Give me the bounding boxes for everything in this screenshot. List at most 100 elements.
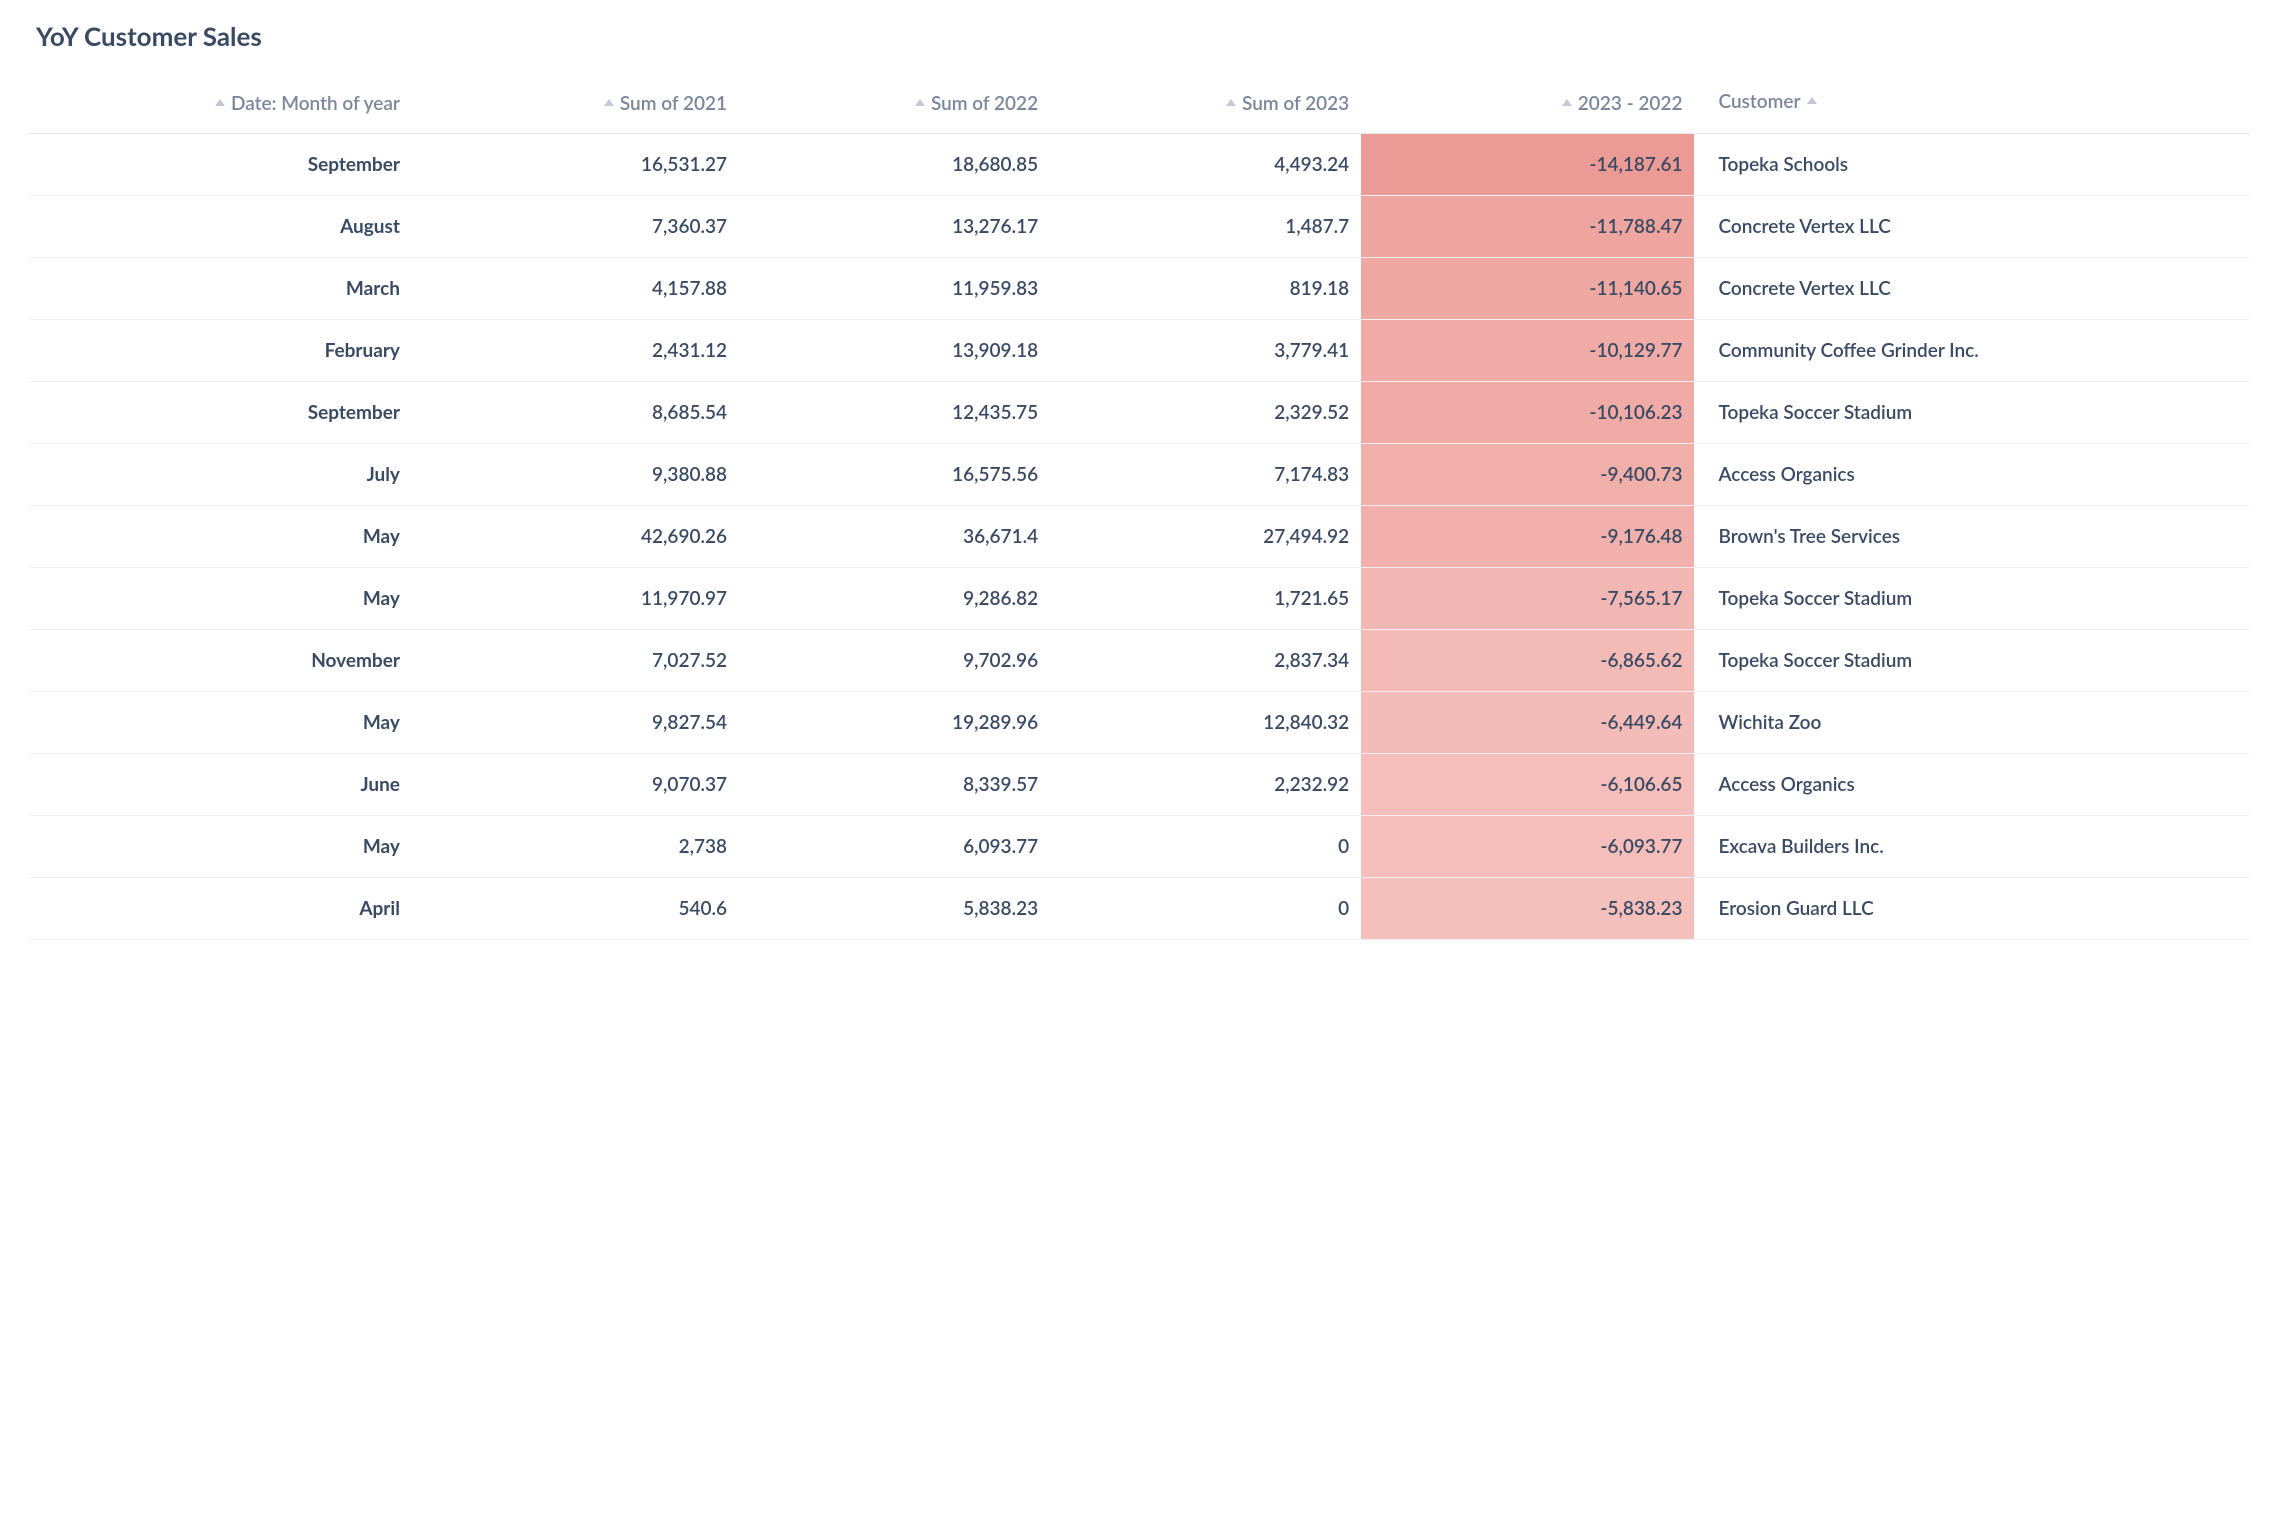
col-header-label: Sum of 2021 <box>620 92 727 115</box>
cell-sum2023: 27,494.92 <box>1050 506 1361 568</box>
cell-sum2023: 2,837.34 <box>1050 630 1361 692</box>
cell-customer: Topeka Soccer Stadium <box>1694 568 2250 630</box>
cell-sum2023: 0 <box>1050 816 1361 878</box>
cell-sum2023: 0 <box>1050 878 1361 940</box>
cell-month: August <box>28 196 428 258</box>
cell-customer: Topeka Soccer Stadium <box>1694 382 2250 444</box>
cell-sum2023: 12,840.32 <box>1050 692 1361 754</box>
cell-sum2023: 3,779.41 <box>1050 320 1361 382</box>
cell-customer: Topeka Schools <box>1694 134 2250 196</box>
cell-sum2023: 819.18 <box>1050 258 1361 320</box>
cell-diff: -6,106.65 <box>1361 754 1694 816</box>
col-header-sum2022[interactable]: Sum of 2022 <box>739 74 1050 134</box>
cell-diff: -6,093.77 <box>1361 816 1694 878</box>
cell-diff: -11,788.47 <box>1361 196 1694 258</box>
cell-sum2022: 19,289.96 <box>739 692 1050 754</box>
cell-sum2023: 2,232.92 <box>1050 754 1361 816</box>
cell-month: May <box>28 816 428 878</box>
sort-caret-icon <box>1562 99 1572 106</box>
col-header-customer[interactable]: Customer <box>1694 74 2250 134</box>
cell-diff: -14,187.61 <box>1361 134 1694 196</box>
cell-sum2021: 7,360.37 <box>428 196 739 258</box>
cell-month: May <box>28 692 428 754</box>
cell-diff: -6,865.62 <box>1361 630 1694 692</box>
cell-customer: Excava Builders Inc. <box>1694 816 2250 878</box>
cell-customer: Erosion Guard LLC <box>1694 878 2250 940</box>
report-title: YoY Customer Sales <box>28 20 2250 52</box>
cell-sum2021: 8,685.54 <box>428 382 739 444</box>
table-row[interactable]: May42,690.2636,671.427,494.92-9,176.48Br… <box>28 506 2250 568</box>
sort-caret-icon <box>1807 97 1817 104</box>
cell-sum2021: 9,827.54 <box>428 692 739 754</box>
cell-sum2023: 7,174.83 <box>1050 444 1361 506</box>
cell-month: November <box>28 630 428 692</box>
cell-customer: Community Coffee Grinder Inc. <box>1694 320 2250 382</box>
table-row[interactable]: March4,157.8811,959.83819.18-11,140.65Co… <box>28 258 2250 320</box>
cell-customer: Concrete Vertex LLC <box>1694 258 2250 320</box>
table-row[interactable]: September16,531.2718,680.854,493.24-14,1… <box>28 134 2250 196</box>
cell-sum2022: 11,959.83 <box>739 258 1050 320</box>
cell-month: March <box>28 258 428 320</box>
cell-sum2022: 18,680.85 <box>739 134 1050 196</box>
table-row[interactable]: May9,827.5419,289.9612,840.32-6,449.64Wi… <box>28 692 2250 754</box>
cell-sum2022: 9,702.96 <box>739 630 1050 692</box>
table-row[interactable]: May2,7386,093.770-6,093.77Excava Builder… <box>28 816 2250 878</box>
sales-table: Date: Month of year Sum of 2021 Sum of 2… <box>28 74 2250 940</box>
col-header-sum2023[interactable]: Sum of 2023 <box>1050 74 1361 134</box>
cell-sum2021: 2,738 <box>428 816 739 878</box>
cell-sum2022: 9,286.82 <box>739 568 1050 630</box>
cell-sum2022: 13,276.17 <box>739 196 1050 258</box>
cell-sum2023: 1,721.65 <box>1050 568 1361 630</box>
col-header-label: Date: Month of year <box>231 92 400 115</box>
cell-diff: -10,129.77 <box>1361 320 1694 382</box>
cell-diff: -5,838.23 <box>1361 878 1694 940</box>
cell-customer: Brown's Tree Services <box>1694 506 2250 568</box>
col-header-label: 2023 - 2022 <box>1578 92 1683 115</box>
table-row[interactable]: February2,431.1213,909.183,779.41-10,129… <box>28 320 2250 382</box>
cell-diff: -11,140.65 <box>1361 258 1694 320</box>
col-header-month[interactable]: Date: Month of year <box>28 74 428 134</box>
cell-month: June <box>28 754 428 816</box>
cell-sum2021: 42,690.26 <box>428 506 739 568</box>
cell-diff: -9,400.73 <box>1361 444 1694 506</box>
cell-sum2022: 36,671.4 <box>739 506 1050 568</box>
col-header-label: Sum of 2022 <box>931 92 1038 115</box>
cell-sum2022: 13,909.18 <box>739 320 1050 382</box>
col-header-diff[interactable]: 2023 - 2022 <box>1361 74 1694 134</box>
table-row[interactable]: September8,685.5412,435.752,329.52-10,10… <box>28 382 2250 444</box>
cell-sum2022: 6,093.77 <box>739 816 1050 878</box>
table-row[interactable]: August7,360.3713,276.171,487.7-11,788.47… <box>28 196 2250 258</box>
table-row[interactable]: June9,070.378,339.572,232.92-6,106.65Acc… <box>28 754 2250 816</box>
cell-sum2022: 12,435.75 <box>739 382 1050 444</box>
cell-customer: Concrete Vertex LLC <box>1694 196 2250 258</box>
sort-caret-icon <box>215 99 225 106</box>
cell-sum2022: 8,339.57 <box>739 754 1050 816</box>
cell-month: July <box>28 444 428 506</box>
cell-sum2023: 2,329.52 <box>1050 382 1361 444</box>
cell-diff: -7,565.17 <box>1361 568 1694 630</box>
table-header-row: Date: Month of year Sum of 2021 Sum of 2… <box>28 74 2250 134</box>
table-row[interactable]: May11,970.979,286.821,721.65-7,565.17Top… <box>28 568 2250 630</box>
cell-sum2021: 9,380.88 <box>428 444 739 506</box>
cell-sum2023: 1,487.7 <box>1050 196 1361 258</box>
cell-sum2022: 16,575.56 <box>739 444 1050 506</box>
cell-month: February <box>28 320 428 382</box>
table-row[interactable]: April540.65,838.230-5,838.23Erosion Guar… <box>28 878 2250 940</box>
cell-diff: -9,176.48 <box>1361 506 1694 568</box>
cell-sum2021: 4,157.88 <box>428 258 739 320</box>
cell-month: May <box>28 506 428 568</box>
table-row[interactable]: November7,027.529,702.962,837.34-6,865.6… <box>28 630 2250 692</box>
cell-sum2021: 2,431.12 <box>428 320 739 382</box>
col-header-label: Customer <box>1718 90 1800 113</box>
cell-sum2023: 4,493.24 <box>1050 134 1361 196</box>
cell-sum2021: 9,070.37 <box>428 754 739 816</box>
cell-sum2021: 540.6 <box>428 878 739 940</box>
cell-diff: -6,449.64 <box>1361 692 1694 754</box>
cell-month: April <box>28 878 428 940</box>
sort-caret-icon <box>1226 99 1236 106</box>
col-header-label: Sum of 2023 <box>1242 92 1349 115</box>
col-header-sum2021[interactable]: Sum of 2021 <box>428 74 739 134</box>
cell-customer: Wichita Zoo <box>1694 692 2250 754</box>
table-row[interactable]: July9,380.8816,575.567,174.83-9,400.73Ac… <box>28 444 2250 506</box>
sort-caret-icon <box>604 99 614 106</box>
